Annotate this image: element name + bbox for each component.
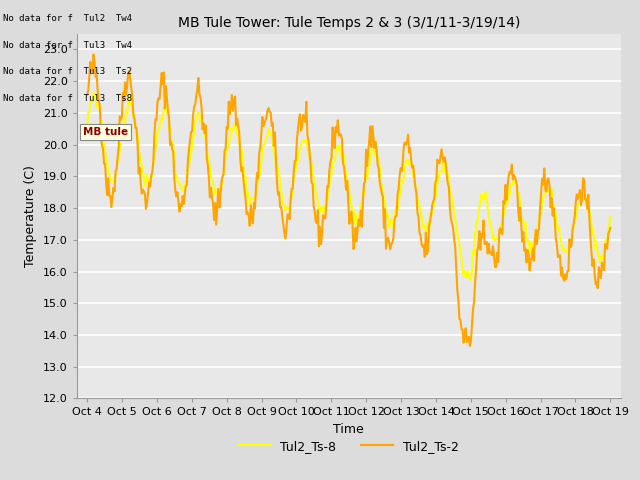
Line: Tul2_Ts-8: Tul2_Ts-8 bbox=[87, 92, 611, 280]
Tul2_Ts-8 bbox=[367, 148, 375, 154]
Tul2_Ts-2 bbox=[466, 343, 474, 349]
Text: No data for f  Tul3  Tw4: No data for f Tul3 Tw4 bbox=[3, 41, 132, 50]
Text: No data for f  Tul3  Ts8: No data for f Tul3 Ts8 bbox=[3, 94, 132, 103]
X-axis label: Time: Time bbox=[333, 423, 364, 436]
Tul2_Ts-2 bbox=[83, 92, 91, 97]
Tul2_Ts-2 bbox=[367, 144, 375, 150]
Tul2_Ts-2 bbox=[396, 173, 403, 179]
Tul2_Ts-8 bbox=[396, 187, 403, 193]
Tul2_Ts-8 bbox=[333, 146, 340, 152]
Tul2_Ts-8 bbox=[596, 259, 604, 265]
Tul2_Ts-8 bbox=[91, 89, 99, 95]
Tul2_Ts-8 bbox=[515, 189, 522, 195]
Tul2_Ts-8 bbox=[607, 214, 614, 220]
Tul2_Ts-2 bbox=[90, 51, 97, 57]
Text: No data for f  Tul2  Tw4: No data for f Tul2 Tw4 bbox=[3, 14, 132, 24]
Tul2_Ts-2 bbox=[336, 131, 344, 137]
Tul2_Ts-8 bbox=[83, 125, 91, 131]
Text: MB tule: MB tule bbox=[83, 127, 129, 137]
Tul2_Ts-2 bbox=[596, 270, 604, 276]
Legend: Tul2_Ts-8, Tul2_Ts-2: Tul2_Ts-8, Tul2_Ts-2 bbox=[234, 435, 463, 458]
Text: No data for f  Tul3  Ts2: No data for f Tul3 Ts2 bbox=[3, 67, 132, 76]
Line: Tul2_Ts-2: Tul2_Ts-2 bbox=[87, 54, 611, 346]
Tul2_Ts-2 bbox=[333, 129, 340, 135]
Tul2_Ts-2 bbox=[607, 225, 614, 231]
Tul2_Ts-2 bbox=[515, 206, 522, 212]
Y-axis label: Temperature (C): Temperature (C) bbox=[24, 165, 37, 267]
Title: MB Tule Tower: Tule Temps 2 & 3 (3/1/11-3/19/14): MB Tule Tower: Tule Temps 2 & 3 (3/1/11-… bbox=[178, 16, 520, 30]
Tul2_Ts-8 bbox=[467, 277, 475, 283]
Tul2_Ts-8 bbox=[336, 143, 344, 148]
